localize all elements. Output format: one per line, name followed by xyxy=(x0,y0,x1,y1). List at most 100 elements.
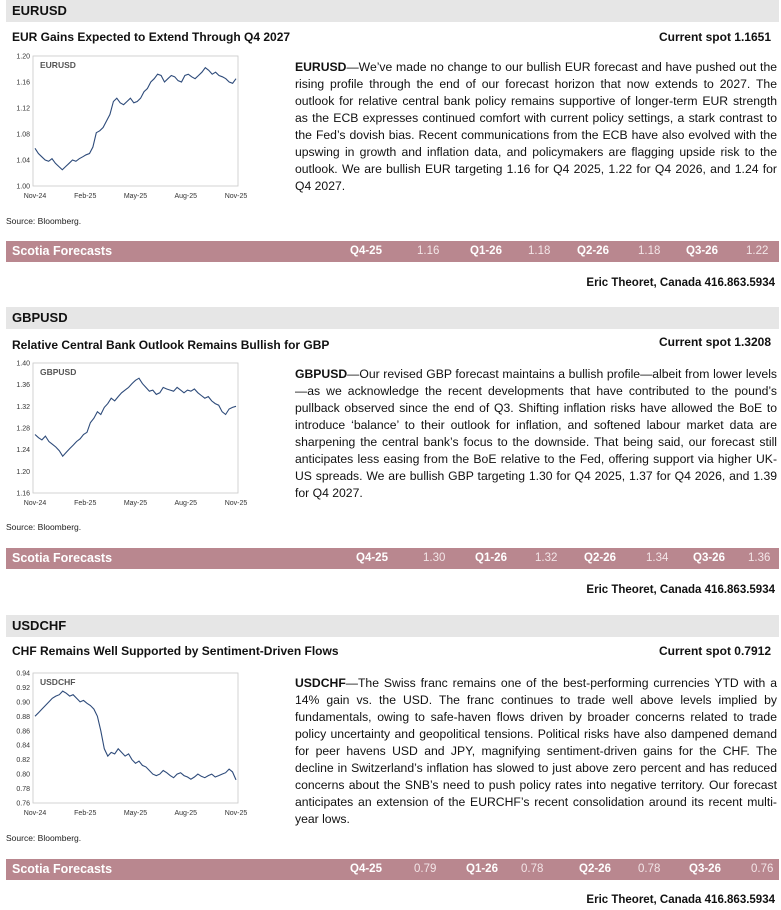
section-header: EURUSD xyxy=(6,0,779,22)
y-tick-label: 1.24 xyxy=(16,447,30,454)
x-tick-label: Feb-25 xyxy=(74,810,96,817)
section-title: CHF Remains Well Supported by Sentiment-… xyxy=(12,644,339,658)
y-tick-label: 0.82 xyxy=(16,757,30,764)
y-tick-label: 0.80 xyxy=(16,772,30,779)
forecast-value: 1.32 xyxy=(535,552,558,564)
section-title: Relative Central Bank Outlook Remains Bu… xyxy=(12,338,330,352)
y-tick-label: 1.16 xyxy=(16,80,30,87)
forecast-quarter: Q4-25 xyxy=(350,863,382,875)
x-tick-label: Nov-24 xyxy=(24,193,47,200)
y-tick-label: 1.20 xyxy=(16,54,30,61)
author-contact: Eric Theoret, Canada 416.863.5934 xyxy=(586,584,775,596)
chart-eurusd: 1.20 1.16 1.12 1.08 1.04 1.00 Nov-24 Feb-25 May-… xyxy=(6,52,262,208)
chart-usdchf: 0.94 0.92 0.90 0.88 0.86 0.84 0.82 0.80 0.78 0.76… xyxy=(6,669,262,825)
series-line xyxy=(34,66,237,171)
forecast-title: Scotia Forecasts xyxy=(12,244,113,258)
forecast-value: 1.18 xyxy=(528,245,551,257)
forecast-value: 0.78 xyxy=(521,863,544,875)
series-line xyxy=(34,377,237,458)
forecast-quarter: Q2-26 xyxy=(584,552,616,564)
commentary-lead: GBPUSD xyxy=(295,367,348,381)
forecast-quarter: Q3-26 xyxy=(689,863,721,875)
x-tick-label: Nov-25 xyxy=(225,193,248,200)
forecast-quarter: Q4-25 xyxy=(350,245,382,257)
subtitle-row: EUR Gains Expected to Extend Through Q4 … xyxy=(6,28,779,46)
current-spot: Current spot 1.1651 xyxy=(658,30,771,44)
x-tick-label: Aug-25 xyxy=(174,810,197,817)
x-tick-label: Nov-25 xyxy=(225,810,248,817)
y-tick-label: 0.92 xyxy=(16,685,30,692)
y-tick-label: 0.76 xyxy=(16,801,30,808)
forecast-value: 1.16 xyxy=(417,245,440,257)
y-tick-label: 1.40 xyxy=(16,361,30,368)
subtitle-row: CHF Remains Well Supported by Sentiment-… xyxy=(6,642,779,660)
commentary-lead: EURUSD xyxy=(295,60,347,74)
x-tick-label: Aug-25 xyxy=(174,500,197,507)
plot-frame xyxy=(32,672,239,804)
x-tick-label: May-25 xyxy=(124,500,147,507)
author-contact: Eric Theoret, Canada 416.863.5934 xyxy=(586,277,775,289)
x-tick-label: Aug-25 xyxy=(174,193,197,200)
forecast-value: 1.22 xyxy=(746,245,769,257)
y-tick-label: 1.20 xyxy=(16,469,30,476)
y-tick-label: 0.86 xyxy=(16,728,30,735)
chart-source: Source: Bloomberg. xyxy=(6,216,82,226)
forecast-value: 1.36 xyxy=(748,552,771,564)
forecast-value: 1.30 xyxy=(423,552,446,564)
commentary-text: GBPUSD—Our revised GBP forecast maintain… xyxy=(295,366,777,502)
y-tick-label: 0.88 xyxy=(16,714,30,721)
chart-source: Source: Bloomberg. xyxy=(6,833,82,843)
commentary-text: EURUSD—We’ve made no change to our bulli… xyxy=(295,59,777,195)
forecast-value: 0.76 xyxy=(751,863,774,875)
section-header: USDCHF xyxy=(6,615,779,637)
x-tick-label: Nov-24 xyxy=(24,500,47,507)
y-tick-label: 1.08 xyxy=(16,132,30,139)
plot-frame xyxy=(32,362,239,494)
commentary-body: —The Swiss franc remains one of the best… xyxy=(295,676,777,826)
chart-title: EURUSD xyxy=(40,60,76,70)
forecast-quarter: Q4-25 xyxy=(356,552,388,564)
x-tick-label: Feb-25 xyxy=(74,193,96,200)
commentary-lead: USDCHF xyxy=(295,676,346,690)
forecast-title: Scotia Forecasts xyxy=(12,551,113,565)
author-contact: Eric Theoret, Canada 416.863.5934 xyxy=(586,894,775,906)
commentary-text: USDCHF—The Swiss franc remains one of th… xyxy=(295,675,777,828)
forecast-value: 0.79 xyxy=(414,863,437,875)
forecast-bar: Scotia Forecasts Q4-25 0.79 Q1-26 0.78 Q… xyxy=(6,859,779,880)
chart-source: Source: Bloomberg. xyxy=(6,522,82,532)
y-tick-label: 0.94 xyxy=(16,671,30,678)
forecast-quarter: Q3-26 xyxy=(686,245,718,257)
current-spot: Current spot 1.3208 xyxy=(658,335,771,349)
forecast-bar: Scotia Forecasts Q4-25 1.30 Q1-26 1.32 Q… xyxy=(6,548,779,569)
x-tick-label: May-25 xyxy=(124,810,147,817)
forecast-quarter: Q1-26 xyxy=(470,245,502,257)
y-tick-label: 1.28 xyxy=(16,426,30,433)
y-tick-label: 0.90 xyxy=(16,699,30,706)
y-tick-label: 1.32 xyxy=(16,404,30,411)
forecast-value: 0.78 xyxy=(638,863,661,875)
y-tick-label: 0.78 xyxy=(16,786,30,793)
section-title: EUR Gains Expected to Extend Through Q4 … xyxy=(12,30,291,44)
chart-title: GBPUSD xyxy=(40,367,76,377)
forecast-quarter: Q2-26 xyxy=(577,245,609,257)
chart-gbpusd: 1.40 1.36 1.32 1.28 1.24 1.20 1.16 Nov-24 Feb-25… xyxy=(6,359,262,515)
plot-frame xyxy=(32,55,239,187)
series-line xyxy=(34,690,237,781)
forecast-quarter: Q1-26 xyxy=(475,552,507,564)
forecast-value: 1.18 xyxy=(638,245,661,257)
y-tick-label: 1.12 xyxy=(16,106,30,113)
y-tick-label: 1.04 xyxy=(16,158,30,165)
forecast-title: Scotia Forecasts xyxy=(12,862,113,876)
y-tick-label: 1.00 xyxy=(16,184,30,191)
x-tick-label: May-25 xyxy=(124,193,147,200)
forecast-value: 1.34 xyxy=(646,552,669,564)
y-tick-label: 1.36 xyxy=(16,382,30,389)
current-spot: Current spot 0.7912 xyxy=(658,644,771,658)
chart-title: USDCHF xyxy=(40,677,75,687)
subtitle-row: Relative Central Bank Outlook Remains Bu… xyxy=(6,333,779,352)
x-tick-label: Nov-24 xyxy=(24,810,47,817)
x-tick-label: Feb-25 xyxy=(74,500,96,507)
commentary-body: —We’ve made no change to our bullish EUR… xyxy=(295,60,777,193)
forecast-bar: Scotia Forecasts Q4-25 1.16 Q1-26 1.18 Q… xyxy=(6,241,779,262)
section-header: GBPUSD xyxy=(6,307,779,329)
